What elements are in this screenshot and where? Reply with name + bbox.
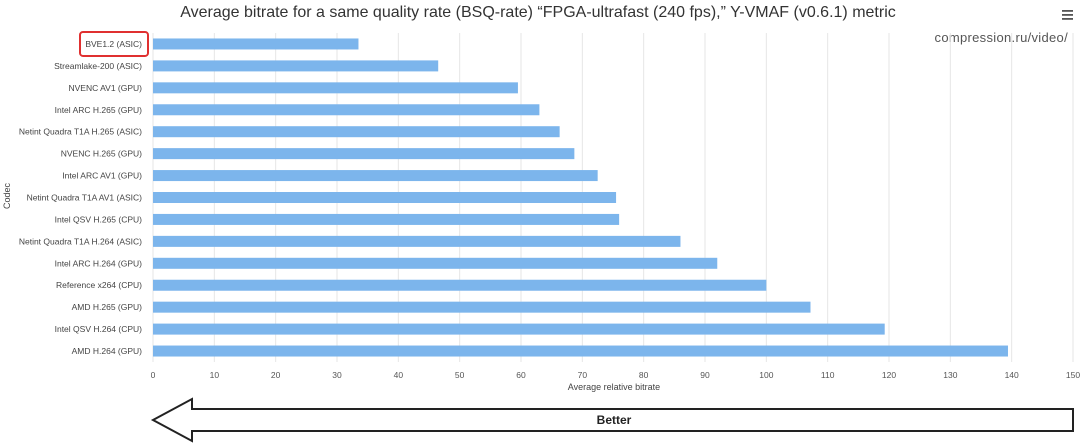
category-label: Netint Quadra T1A H.265 (ASIC) — [19, 127, 142, 137]
x-tick-label: 20 — [271, 370, 281, 380]
category-label: Intel ARC H.264 (GPU) — [55, 258, 143, 268]
category-label: BVE1.2 (ASIC) — [85, 39, 142, 49]
watermark: compression.ru/video/ — [935, 30, 1069, 45]
category-label: Streamlake-200 (ASIC) — [54, 61, 142, 71]
x-tick-label: 110 — [821, 370, 835, 380]
x-tick-labels: 0 10 20 30 40 50 60 70 80 90 100 110 120 130 140 150 — [151, 370, 1080, 380]
bar — [153, 192, 617, 203]
category-label: Netint Quadra T1A AV1 (ASIC) — [27, 193, 143, 203]
bar — [153, 213, 620, 225]
x-tick-label: 0 — [151, 370, 156, 380]
x-tick-label: 70 — [578, 370, 588, 380]
bars — [153, 38, 1008, 357]
x-tick-label: 50 — [455, 370, 465, 380]
bar — [153, 60, 439, 72]
category-label: AMD H.264 (GPU) — [72, 346, 143, 356]
x-tick-label: 60 — [516, 370, 526, 380]
x-tick-label: 130 — [943, 370, 957, 380]
y-axis-title: Codec — [2, 182, 12, 209]
x-tick-label: 40 — [394, 370, 404, 380]
category-label: Intel ARC H.265 (GPU) — [55, 105, 143, 115]
x-tick-label: 150 — [1066, 370, 1080, 380]
x-tick-label: 100 — [759, 370, 773, 380]
x-tick-label: 120 — [882, 370, 896, 380]
bar — [153, 323, 885, 335]
bar — [153, 345, 1008, 357]
category-label: AMD H.265 (GPU) — [72, 302, 143, 312]
bar — [153, 301, 811, 313]
category-label: Intel QSV H.264 (CPU) — [55, 324, 143, 334]
x-tick-label: 140 — [1005, 370, 1019, 380]
better-arrow-icon — [150, 397, 1074, 443]
bar — [153, 170, 598, 182]
bar — [153, 148, 575, 160]
bar — [153, 126, 560, 138]
x-tick-label: 10 — [210, 370, 220, 380]
category-label: Reference x264 (CPU) — [56, 280, 142, 290]
bar — [153, 279, 767, 291]
x-tick-label: 30 — [332, 370, 342, 380]
category-label: Netint Quadra T1A H.264 (ASIC) — [19, 236, 142, 246]
bar — [153, 38, 359, 50]
category-labels: BVE1.2 (ASIC) Streamlake-200 (ASIC) NVENC … — [19, 39, 142, 356]
bar — [153, 235, 681, 247]
bar — [153, 82, 518, 94]
category-label: NVENC AV1 (GPU) — [68, 83, 142, 93]
x-tick-label: 80 — [639, 370, 649, 380]
bar — [153, 104, 540, 116]
x-tick-label: 90 — [700, 370, 710, 380]
better-label: Better — [597, 413, 632, 427]
menu-button[interactable] — [1062, 10, 1073, 20]
category-label: Intel ARC AV1 (GPU) — [62, 171, 142, 181]
highlight-box — [79, 30, 149, 57]
x-axis-title: Average relative bitrate — [568, 382, 660, 392]
hamburger-menu-icon — [1062, 10, 1073, 12]
category-label: NVENC H.265 (GPU) — [61, 149, 142, 159]
category-label: Intel QSV H.265 (CPU) — [55, 214, 143, 224]
bar — [153, 257, 718, 269]
chart-title: Average bitrate for a same quality rate … — [180, 4, 896, 21]
